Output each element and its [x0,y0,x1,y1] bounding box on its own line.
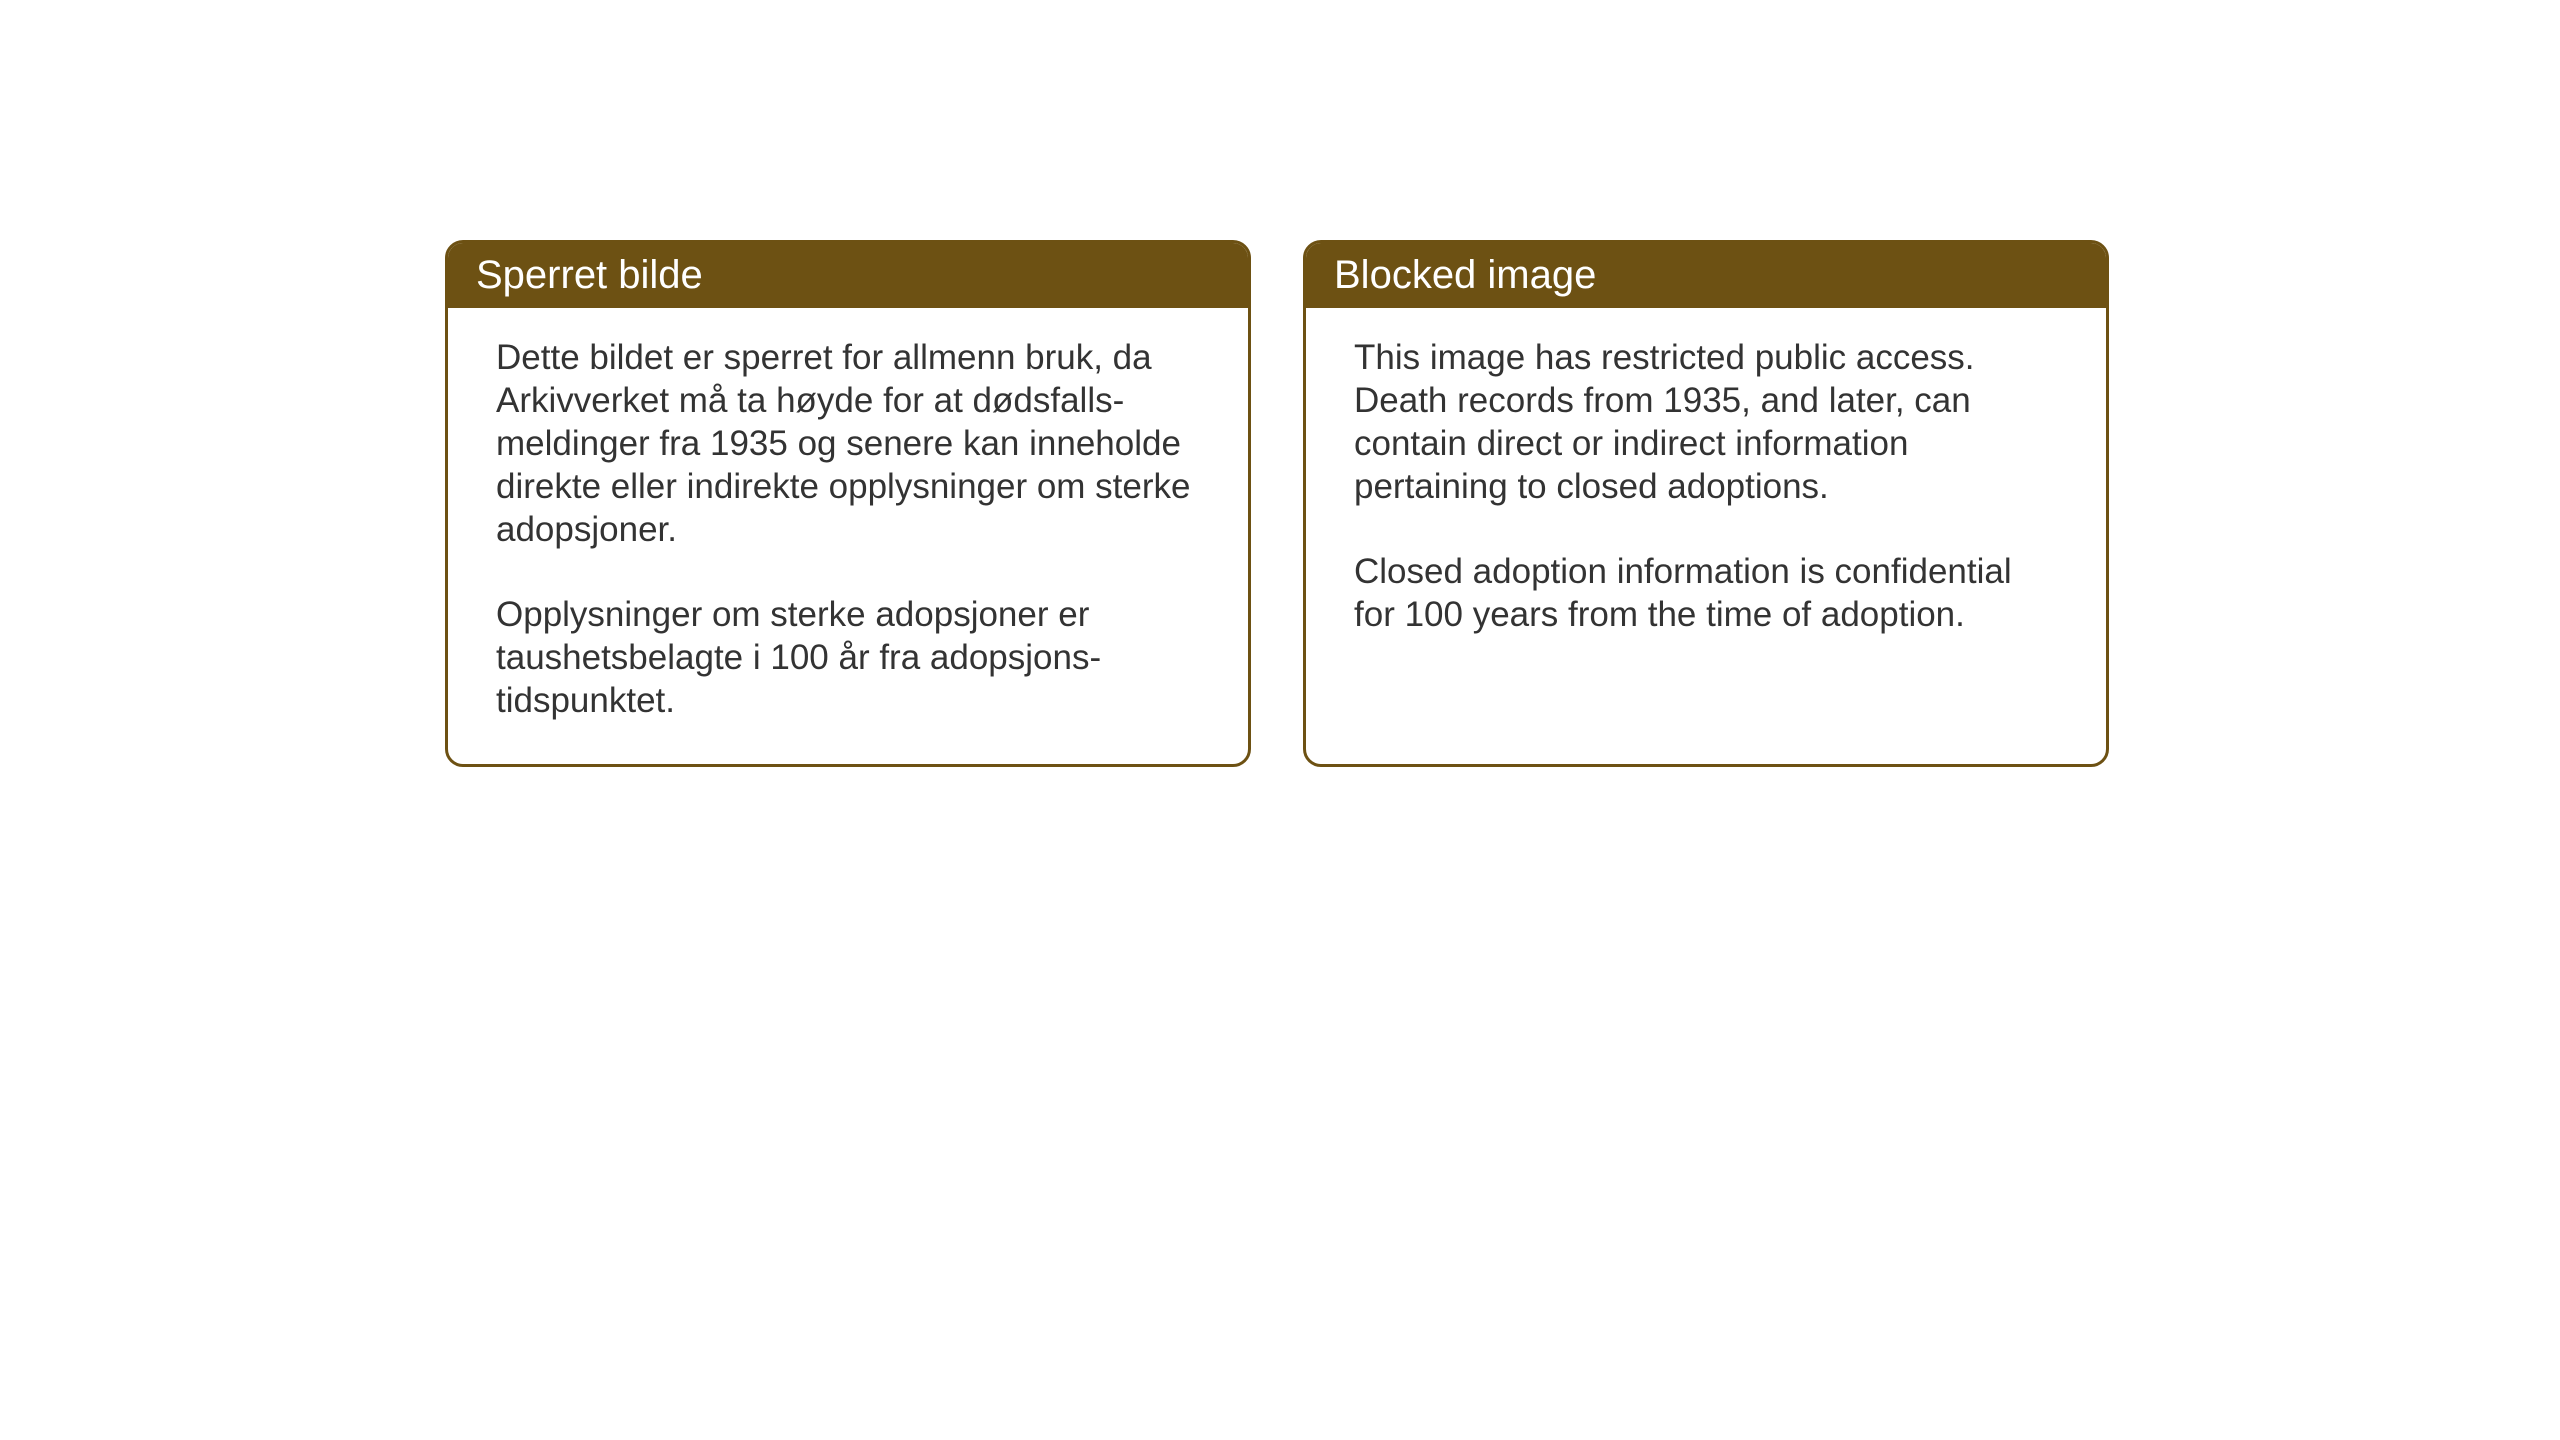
notice-body-english: This image has restricted public access.… [1306,308,2106,678]
notice-container: Sperret bilde Dette bildet er sperret fo… [445,240,2109,767]
notice-title-english: Blocked image [1334,253,1596,297]
notice-paragraph-2-english: Closed adoption information is confident… [1354,550,2058,636]
notice-paragraph-2-norwegian: Opplysninger om sterke adopsjoner er tau… [496,593,1200,722]
notice-title-norwegian: Sperret bilde [476,253,703,297]
notice-paragraph-1-norwegian: Dette bildet er sperret for allmenn bruk… [496,336,1200,551]
notice-paragraph-1-english: This image has restricted public access.… [1354,336,2058,508]
notice-body-norwegian: Dette bildet er sperret for allmenn bruk… [448,308,1248,764]
notice-header-english: Blocked image [1306,243,2106,308]
notice-card-english: Blocked image This image has restricted … [1303,240,2109,767]
notice-header-norwegian: Sperret bilde [448,243,1248,308]
notice-card-norwegian: Sperret bilde Dette bildet er sperret fo… [445,240,1251,767]
